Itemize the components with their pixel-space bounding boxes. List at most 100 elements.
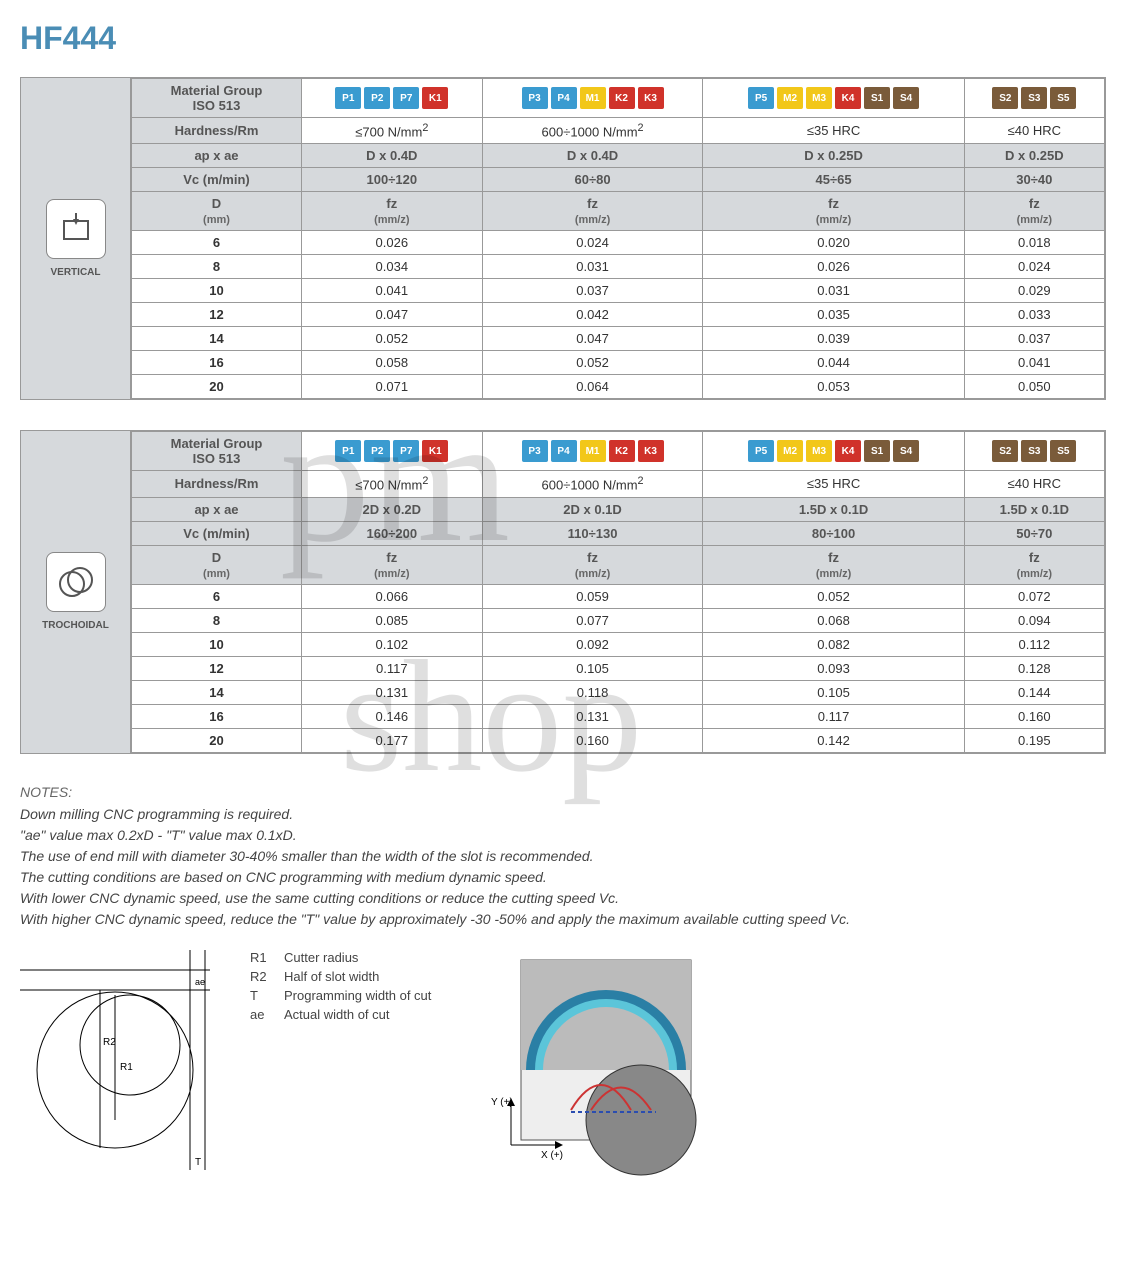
fz-value: 0.071: [302, 375, 483, 399]
fz-value: 0.052: [703, 584, 964, 608]
header-fz-0: fz(mm/z): [302, 545, 483, 584]
header-vc: Vc (m/min): [132, 521, 302, 545]
header-material-group: Material Group ISO 513: [132, 432, 302, 471]
fz-value: 0.041: [964, 351, 1104, 375]
cutting-table-1: TROCHOIDALMaterial Group ISO 513P1P2P7K1…: [20, 430, 1106, 753]
fz-value: 0.018: [964, 231, 1104, 255]
chip-P1: P1: [335, 87, 361, 109]
fz-value: 0.024: [482, 231, 703, 255]
slot-diagram: ae R2 R1 T: [20, 950, 210, 1170]
fz-value: 0.082: [703, 632, 964, 656]
fz-value: 0.026: [703, 255, 964, 279]
header-apae: ap x ae: [132, 144, 302, 168]
header-fz-1: fz(mm/z): [482, 545, 703, 584]
fz-value: 0.102: [302, 632, 483, 656]
hardness-1: 600÷1000 N/mm2: [482, 118, 703, 144]
header-fz-2: fz(mm/z): [703, 192, 964, 231]
mode-label: TROCHOIDAL: [42, 620, 109, 631]
fz-value: 0.047: [302, 303, 483, 327]
chip-S2: S2: [992, 87, 1018, 109]
cutting-table-0: VERTICALMaterial Group ISO 513P1P2P7K1P3…: [20, 77, 1106, 400]
fz-value: 0.050: [964, 375, 1104, 399]
chip-P5: P5: [748, 87, 774, 109]
legend-key: R2: [250, 969, 274, 984]
trochoidal-diagram: Y (+) X (+): [471, 950, 731, 1190]
d-value: 12: [132, 303, 302, 327]
fz-value: 0.052: [302, 327, 483, 351]
fz-value: 0.160: [964, 704, 1104, 728]
header-fz-2: fz(mm/z): [703, 545, 964, 584]
d-value: 8: [132, 608, 302, 632]
vc-3: 50÷70: [964, 521, 1104, 545]
chip-K4: K4: [835, 87, 861, 109]
fz-value: 0.094: [964, 608, 1104, 632]
fz-value: 0.093: [703, 656, 964, 680]
fz-value: 0.042: [482, 303, 703, 327]
chip-S4: S4: [893, 87, 919, 109]
svg-text:R2: R2: [103, 1037, 116, 1048]
fz-value: 0.029: [964, 279, 1104, 303]
chip-M2: M2: [777, 87, 803, 109]
vc-3: 30÷40: [964, 168, 1104, 192]
fz-value: 0.146: [302, 704, 483, 728]
diagrams: ae R2 R1 T R1Cutter radius R2 Half of slot…: [20, 950, 1106, 1190]
fz-value: 0.035: [703, 303, 964, 327]
fz-value: 0.020: [703, 231, 964, 255]
header-fz-3: fz(mm/z): [964, 192, 1104, 231]
note-line: Down milling CNC programming is required…: [20, 804, 1106, 825]
d-value: 14: [132, 680, 302, 704]
vc-2: 80÷100: [703, 521, 964, 545]
fz-value: 0.112: [964, 632, 1104, 656]
chip-P5: P5: [748, 440, 774, 462]
material-group-col-0: P1P2P7K1: [302, 79, 483, 118]
apae-3: 1.5D x 0.1D: [964, 497, 1104, 521]
fz-value: 0.068: [703, 608, 964, 632]
d-value: 16: [132, 351, 302, 375]
chip-M1: M1: [580, 440, 606, 462]
vc-1: 110÷130: [482, 521, 703, 545]
hardness-0: ≤700 N/mm2: [302, 471, 483, 497]
fz-value: 0.066: [302, 584, 483, 608]
fz-value: 0.144: [964, 680, 1104, 704]
fz-value: 0.105: [482, 656, 703, 680]
fz-value: 0.047: [482, 327, 703, 351]
chip-S1: S1: [864, 87, 890, 109]
mode-label: VERTICAL: [51, 267, 101, 278]
apae-1: D x 0.4D: [482, 144, 703, 168]
fz-value: 0.031: [703, 279, 964, 303]
apae-0: 2D x 0.2D: [302, 497, 483, 521]
legend-row: R1Cutter radius: [250, 950, 431, 965]
legend-text: Half of slot width: [284, 969, 379, 984]
legend-text: Programming width of cut: [284, 988, 431, 1003]
note-line: With higher CNC dynamic speed, reduce th…: [20, 909, 1106, 930]
header-hardness: Hardness/Rm: [132, 471, 302, 497]
mode-icon: [46, 552, 106, 612]
fz-value: 0.072: [964, 584, 1104, 608]
header-hardness: Hardness/Rm: [132, 118, 302, 144]
hardness-2: ≤35 HRC: [703, 471, 964, 497]
header-apae: ap x ae: [132, 497, 302, 521]
apae-0: D x 0.4D: [302, 144, 483, 168]
legend-key: ae: [250, 1007, 274, 1022]
fz-value: 0.142: [703, 728, 964, 752]
material-group-col-1: P3P4M1K2K3: [482, 432, 703, 471]
apae-3: D x 0.25D: [964, 144, 1104, 168]
vc-1: 60÷80: [482, 168, 703, 192]
legend-text: Cutter radius: [284, 950, 358, 965]
fz-value: 0.085: [302, 608, 483, 632]
d-value: 10: [132, 279, 302, 303]
chip-K4: K4: [835, 440, 861, 462]
chip-S4: S4: [893, 440, 919, 462]
header-vc: Vc (m/min): [132, 168, 302, 192]
chip-M2: M2: [777, 440, 803, 462]
header-d: D(mm): [132, 192, 302, 231]
d-value: 8: [132, 255, 302, 279]
page-title: HF444: [20, 20, 1106, 57]
apae-2: D x 0.25D: [703, 144, 964, 168]
chip-M3: M3: [806, 440, 832, 462]
legend-text: Actual width of cut: [284, 1007, 390, 1022]
svg-text:ae: ae: [195, 977, 205, 987]
hardness-0: ≤700 N/mm2: [302, 118, 483, 144]
legend-row: R2 Half of slot width: [250, 969, 431, 984]
fz-value: 0.037: [964, 327, 1104, 351]
